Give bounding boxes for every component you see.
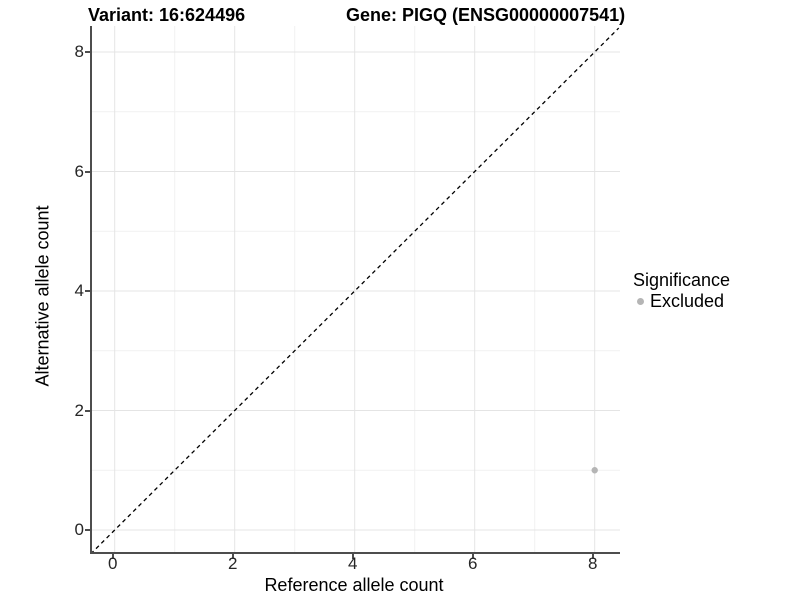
y-tick-label: 2 — [74, 400, 84, 420]
x-tick-mark — [471, 554, 474, 559]
y-axis-title: Alternative allele count — [32, 205, 53, 387]
x-tick-mark — [231, 554, 234, 559]
x-tick-label: 4 — [347, 554, 358, 573]
variant-title: Variant: 16:624496 — [88, 5, 246, 25]
y-tick-mark — [85, 51, 90, 53]
legend-title: Significance — [633, 270, 731, 290]
y-tick-label: 4 — [74, 281, 84, 300]
x-tick-label: 2 — [227, 554, 238, 573]
y-tick-mark — [85, 529, 90, 531]
legend-key — [633, 294, 648, 309]
y-tick-label: 6 — [74, 161, 84, 181]
x-tick-label: 8 — [587, 554, 598, 573]
plot-area — [92, 26, 620, 552]
x-tick-mark — [351, 554, 354, 559]
excluded-point-icon — [637, 298, 644, 305]
legend-item-excluded: Excluded — [633, 291, 730, 312]
y-tick-mark — [85, 170, 90, 173]
x-tick-mark — [111, 554, 114, 559]
x-axis-title: Reference allele count — [264, 575, 444, 595]
y-tick-label: 0 — [74, 520, 84, 539]
x-tick-mark — [591, 554, 594, 559]
y-tick-mark — [85, 409, 90, 412]
plot-panel — [90, 26, 620, 554]
data-point — [591, 467, 598, 474]
x-tick-label: 0 — [107, 554, 118, 573]
gene-title: Gene: PIGQ (ENSG00000007541) — [346, 5, 626, 25]
y-tick-mark — [85, 290, 90, 292]
legend: Significance Excluded — [633, 270, 730, 312]
legend-item-label: Excluded — [650, 291, 725, 311]
x-tick-label: 6 — [467, 554, 478, 573]
y-tick-label: 8 — [74, 42, 84, 61]
identity-line — [92, 27, 620, 552]
